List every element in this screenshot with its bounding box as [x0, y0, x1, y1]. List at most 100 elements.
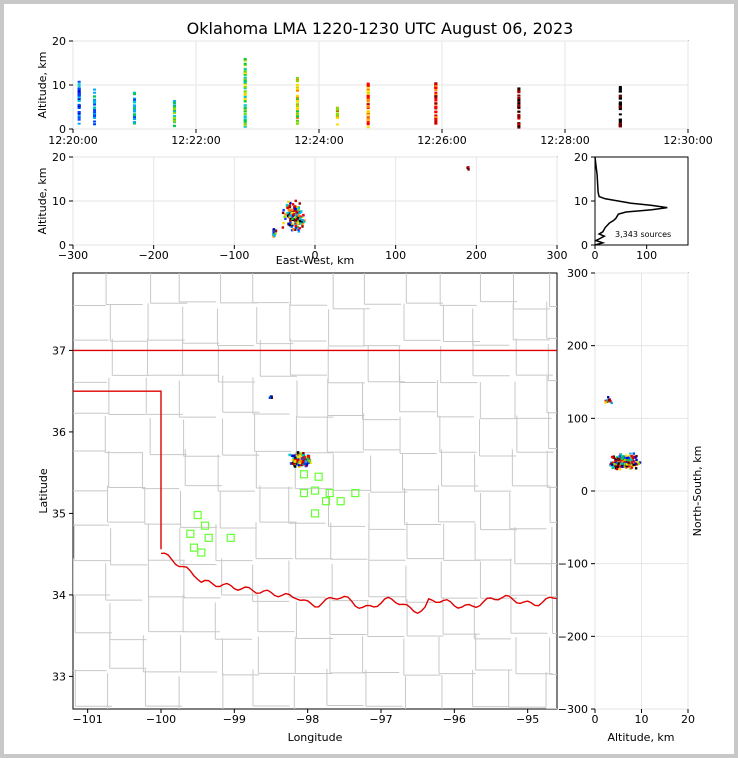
lightning-source-point [303, 458, 306, 462]
lightning-source-point [434, 121, 438, 124]
lightning-source-point [296, 451, 300, 454]
lightning-source-point [366, 121, 370, 124]
figure-frame: Oklahoma LMA 1220-1230 UTC August 06, 20… [4, 4, 734, 754]
lightning-source-point [366, 126, 370, 129]
time-altitude-ylabel: Altitude, km [36, 51, 49, 118]
lightning-source-point [243, 116, 247, 119]
altitude-histogram-line [594, 156, 668, 246]
lma-station-marker [299, 488, 309, 498]
x-tick-label: −100 [219, 249, 249, 262]
lightning-source-point [281, 211, 285, 215]
lightning-source-point [517, 123, 521, 126]
lightning-source-point [77, 114, 81, 117]
y-tick-label: −300 [558, 703, 588, 716]
lma-station-marker [226, 533, 235, 542]
lightning-source-point [296, 455, 300, 459]
y-tick-label: 36 [52, 426, 66, 439]
lightning-source-point [288, 209, 291, 212]
lightning-source-point [133, 91, 136, 94]
lightning-source-point [295, 94, 299, 97]
lightning-source-point [434, 118, 438, 121]
lightning-source-point [618, 108, 622, 111]
lightning-source-point [616, 464, 620, 467]
x-tick-label: 0 [592, 249, 599, 262]
lightning-source-point [291, 223, 294, 227]
lightning-source-point [297, 208, 300, 211]
figure-title: Oklahoma LMA 1220-1230 UTC August 06, 20… [187, 19, 574, 38]
lightning-source-point [611, 465, 615, 468]
lightning-source-point [517, 122, 521, 125]
lightning-source-point [626, 465, 630, 468]
lightning-source-point [618, 95, 622, 98]
lightning-source-point [243, 98, 247, 101]
lightning-source-point [77, 92, 81, 95]
y-tick-label: 0 [59, 123, 66, 136]
lightning-source-point [295, 77, 299, 80]
lightning-source-point [77, 116, 81, 119]
lightning-source-point [434, 97, 438, 100]
lightning-source-point [301, 460, 305, 463]
lightning-source-point [611, 463, 614, 467]
y-tick-label: −200 [558, 630, 588, 643]
lightning-source-point [295, 211, 299, 214]
lightning-source-point [93, 116, 97, 119]
lightning-source-point [335, 117, 339, 120]
lightning-source-point [172, 105, 176, 108]
plan-view-sources [268, 395, 312, 468]
lightning-source-point [172, 100, 176, 103]
y-tick-label: 10 [52, 79, 66, 92]
lightning-source-point [623, 462, 626, 466]
lightning-source-point [291, 217, 294, 221]
lightning-source-point [296, 225, 299, 229]
lightning-source-point [291, 454, 294, 458]
lightning-source-point [243, 100, 247, 103]
lightning-source-point [273, 234, 276, 237]
lightning-source-point [634, 467, 638, 470]
lightning-source-point [286, 211, 289, 215]
lightning-source-point [517, 88, 521, 91]
lightning-source-point [243, 62, 247, 65]
lightning-source-point [632, 452, 635, 455]
lightning-source-point [289, 462, 293, 465]
lightning-source-point [335, 107, 339, 110]
x-tick-label: 0 [592, 713, 599, 726]
lightning-source-point [617, 462, 620, 465]
lightning-source-point [290, 211, 294, 215]
lightning-source-point [630, 461, 634, 465]
lightning-source-point [77, 90, 81, 93]
lightning-source-point [301, 457, 304, 460]
lightning-source-point [93, 95, 97, 98]
lightning-source-point [133, 116, 136, 119]
y-tick-label: 35 [52, 507, 66, 520]
lightning-source-point [295, 110, 299, 113]
lightning-source-point [517, 117, 521, 120]
lightning-source-point [285, 203, 289, 207]
lightning-source-point [243, 92, 247, 95]
lightning-source-point [287, 204, 290, 208]
lightning-source-point [366, 103, 370, 106]
x-tick-label: −300 [58, 249, 88, 262]
lightning-source-point [301, 218, 304, 222]
lightning-source-point [618, 102, 622, 105]
lightning-source-point [294, 208, 297, 211]
lightning-source-point [296, 217, 299, 221]
lightning-source-point [309, 461, 312, 464]
lightning-source-point [282, 221, 285, 225]
lightning-source-point [633, 456, 636, 459]
lightning-source-point [172, 119, 176, 122]
lightning-source-point [296, 221, 299, 225]
lightning-source-point [625, 466, 628, 469]
lightning-source-point [517, 125, 521, 128]
lightning-source-point [294, 216, 297, 219]
lightning-source-point [296, 220, 300, 224]
lightning-source-point [434, 105, 438, 108]
lightning-source-point [133, 110, 136, 113]
lightning-source-point [243, 78, 247, 81]
plan-view-panel: −101 −100 −99 −98 −97 −96 −95 33 34 35 36 37 Longit… [37, 272, 558, 744]
lightning-source-point [609, 464, 612, 467]
lightning-source-point [618, 465, 621, 468]
lightning-source-point [637, 462, 641, 465]
lightning-source-point [335, 114, 339, 117]
lightning-source-point [77, 88, 81, 91]
lightning-source-point [467, 166, 470, 169]
